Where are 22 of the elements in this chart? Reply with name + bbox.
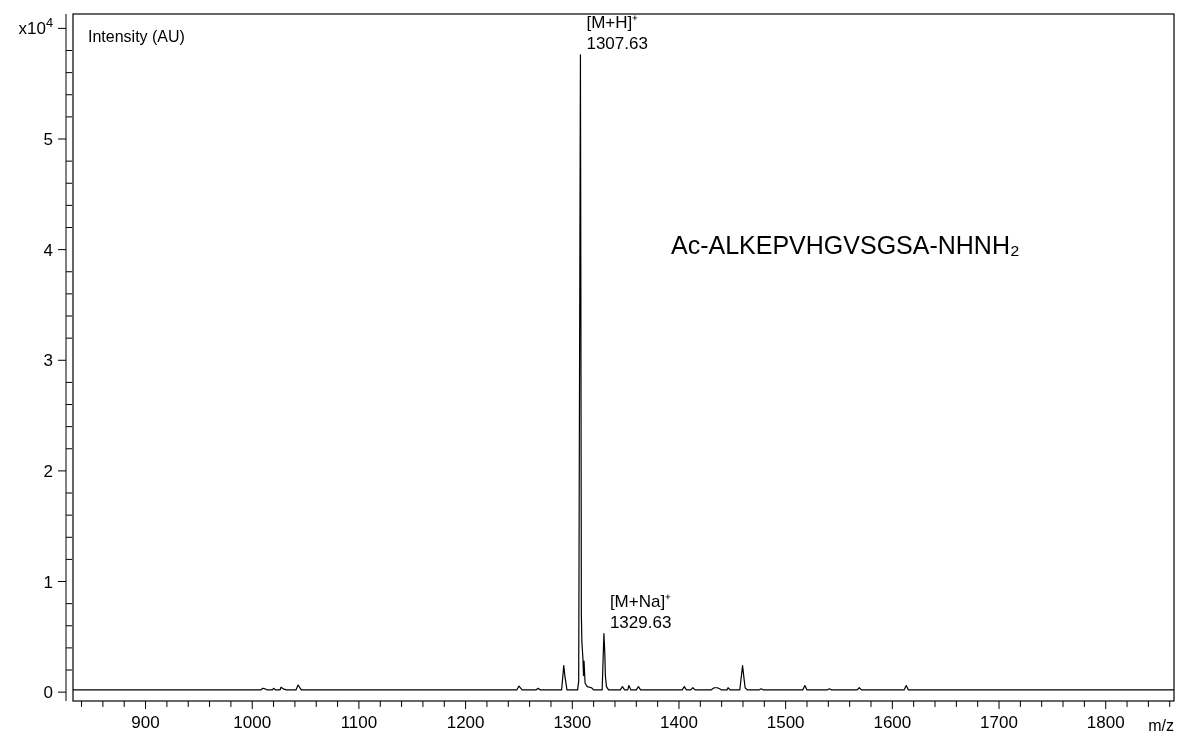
- x-tick-label: 1500: [766, 713, 805, 732]
- x-tick-label: 1200: [446, 713, 485, 732]
- x-axis-title: m/z: [1148, 717, 1174, 734]
- y-tick-label: 3: [43, 351, 53, 371]
- x-tick-label: 1100: [340, 713, 378, 732]
- x-tick-label: 1300: [553, 713, 592, 732]
- x-tick-label: 900: [131, 713, 160, 732]
- y-tick-label: 5: [43, 130, 53, 150]
- annotation: [M+Na]⁺ 1329.63: [609, 591, 672, 632]
- x-tick-label: 1600: [873, 713, 912, 732]
- y-tick-label: x10$^{4}$: [18, 14, 53, 39]
- annotation: Ac-ALKEPVHGVSGSA-NHNH₂: [671, 231, 1020, 259]
- y-axis-title: Intensity (AU): [88, 28, 185, 45]
- x-tick-label: 1400: [660, 713, 698, 732]
- annotation: [M+H]⁺ 1307.63: [586, 12, 648, 53]
- x-tick-label: 1000: [233, 713, 272, 732]
- x-tick-label: 1800: [1086, 713, 1125, 732]
- y-tick-label: 4: [43, 240, 53, 260]
- y-tick-label: 0: [43, 683, 53, 703]
- x-tick-label: 1700: [980, 713, 1018, 732]
- y-tick-label: 1: [43, 572, 53, 592]
- y-tick-label: 2: [43, 461, 53, 481]
